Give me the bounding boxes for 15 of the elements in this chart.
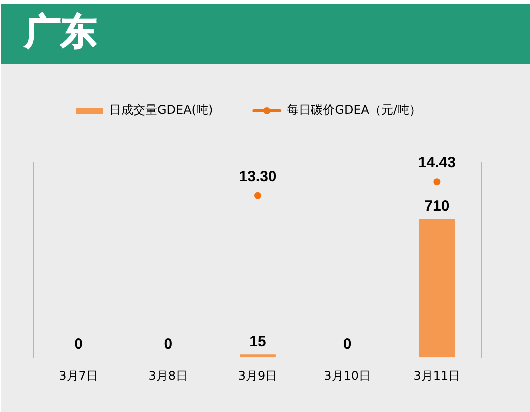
data-label: 710	[424, 198, 450, 216]
x-tick-label: 3月8日	[148, 368, 188, 383]
x-tick-label: 3月10日	[324, 368, 372, 383]
legend-label: 日成交量GDEA(吨)	[109, 103, 214, 118]
data-label: 13.30	[239, 168, 277, 186]
data-label: 0	[343, 336, 352, 354]
legend-label: 每日碳价GDEA（元/吨）	[287, 103, 422, 118]
data-label: 0	[164, 336, 173, 354]
x-tick-label: 3月11日	[414, 368, 461, 383]
data-label: 0	[74, 336, 83, 354]
data-label: 15	[250, 333, 266, 350]
data-label: 14.43	[418, 154, 456, 172]
x-tick-label: 3月7日	[59, 368, 98, 383]
x-tick-label: 3月9日	[238, 368, 278, 383]
chart-title: 广东	[25, 11, 97, 55]
